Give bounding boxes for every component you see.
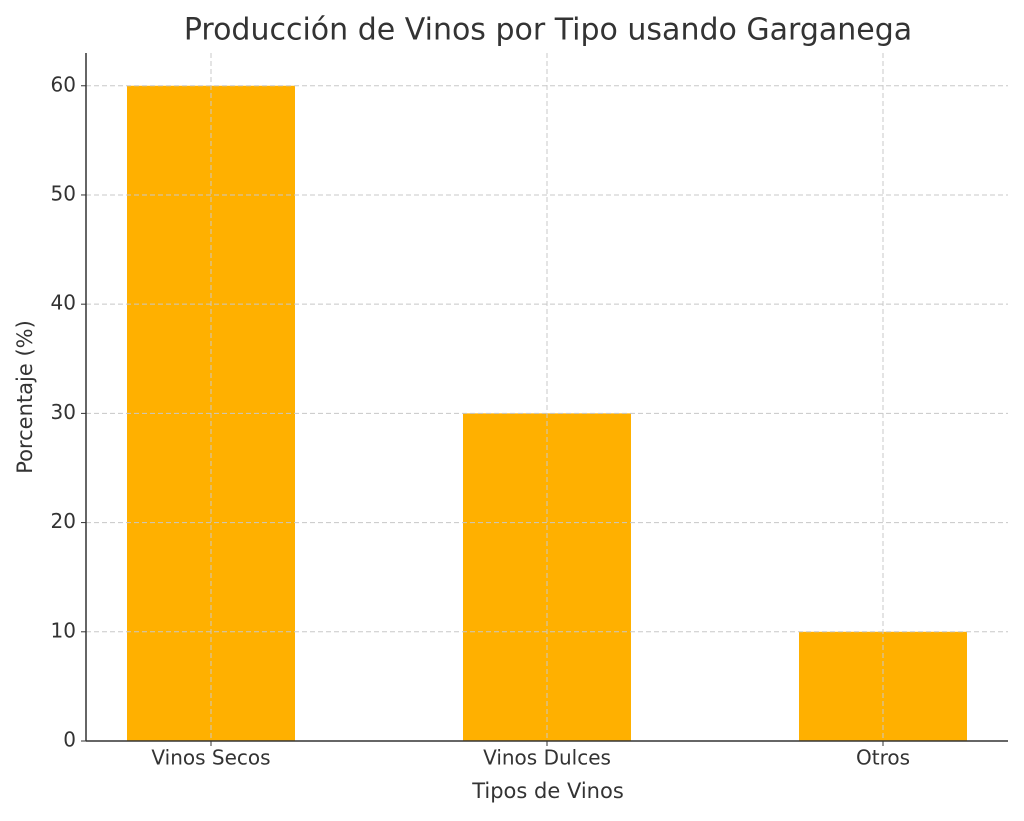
y-tick-label: 40 <box>51 291 76 315</box>
y-tick-label: 60 <box>51 72 76 96</box>
chart-title: Producción de Vinos por Tipo usando Garg… <box>184 13 912 48</box>
y-tick-label: 30 <box>51 400 76 424</box>
y-tick-label: 20 <box>51 509 76 533</box>
y-axis-label: Porcentaje (%) <box>13 320 37 474</box>
x-tick-label: Vinos Dulces <box>483 746 611 770</box>
y-tick-label: 10 <box>51 618 76 642</box>
x-axis-label: Tipos de Vinos <box>471 779 624 803</box>
y-tick-label: 0 <box>63 728 76 752</box>
x-tick-label: Vinos Secos <box>151 746 270 770</box>
x-tick-label: Otros <box>856 746 910 770</box>
y-tick-label: 50 <box>51 181 76 205</box>
